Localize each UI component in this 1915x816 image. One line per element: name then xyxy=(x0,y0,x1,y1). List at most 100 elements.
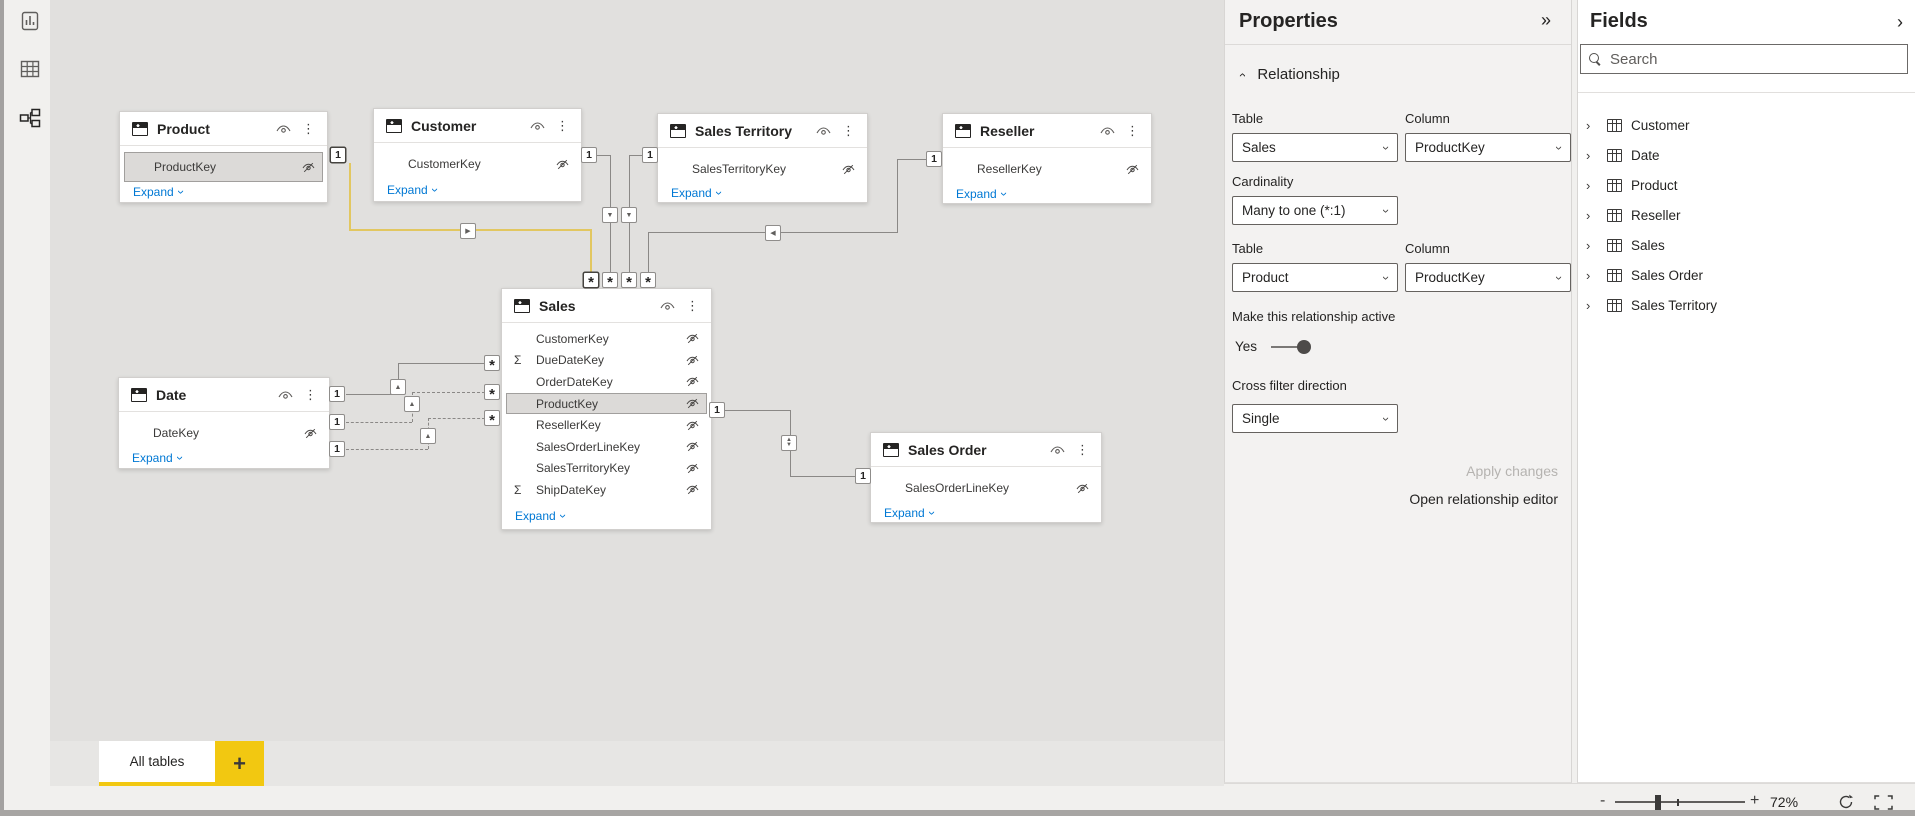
visibility-eye-icon[interactable] xyxy=(276,124,291,134)
filter-direction-both-icon[interactable]: ▲ ▼ xyxy=(781,435,797,451)
relationship-line-reseller-sales[interactable] xyxy=(897,159,898,233)
hidden-eye-icon[interactable] xyxy=(686,398,699,409)
expand-link[interactable]: Expand › xyxy=(374,179,581,201)
more-options-icon[interactable]: ⋮ xyxy=(556,117,569,133)
more-options-icon[interactable]: ⋮ xyxy=(1126,122,1139,138)
filter-direction-left-icon[interactable]: ◀ xyxy=(765,225,781,241)
cardinality-many-label[interactable]: * xyxy=(484,355,500,373)
cardinality-many-label[interactable]: * xyxy=(602,272,618,290)
hidden-eye-icon[interactable] xyxy=(686,420,699,431)
add-layout-button[interactable]: + xyxy=(215,741,264,786)
cardinality-one-label[interactable]: 1 xyxy=(581,147,597,163)
relationship-line-sales-salesorder[interactable] xyxy=(790,476,855,477)
to-column-select[interactable]: ProductKey › xyxy=(1405,263,1571,292)
expand-link[interactable]: Expand › xyxy=(120,182,327,202)
more-options-icon[interactable]: ⋮ xyxy=(842,122,855,138)
hidden-eye-icon[interactable] xyxy=(302,162,315,173)
tab-all-tables[interactable]: All tables xyxy=(99,741,215,786)
field-row-salesterritorykey[interactable]: SalesTerritoryKey xyxy=(502,458,711,480)
filter-direction-up-icon[interactable]: ▲ xyxy=(420,428,436,444)
relationship-line-reseller-sales[interactable] xyxy=(897,159,926,160)
field-row-resellerkey[interactable]: ResellerKey xyxy=(502,414,711,436)
zoom-in-button[interactable]: + xyxy=(1750,792,1760,809)
table-card-header[interactable]: Date ⋮ xyxy=(119,378,329,412)
relationship-line-date-sales-active[interactable] xyxy=(398,363,485,364)
field-row-orderdatekey[interactable]: OrderDateKey xyxy=(502,371,711,393)
collapse-fields-icon[interactable]: › xyxy=(1897,12,1903,32)
table-card-header[interactable]: Product ⋮ xyxy=(120,112,327,146)
cardinality-many-label[interactable]: * xyxy=(583,272,599,290)
relationship-line-reseller-sales[interactable] xyxy=(648,232,649,273)
relationship-line-territory-sales[interactable] xyxy=(629,155,642,156)
expand-link[interactable]: Expand › xyxy=(943,184,1151,203)
zoom-slider-thumb[interactable] xyxy=(1655,794,1661,810)
relationship-line-product-sales[interactable] xyxy=(590,229,592,273)
fields-item-customer[interactable]: › Customer xyxy=(1578,110,1915,140)
cardinality-many-label[interactable]: * xyxy=(640,272,656,290)
filter-direction-up-icon[interactable]: ▲ xyxy=(390,379,406,395)
table-card-header[interactable]: Sales ⋮ xyxy=(502,289,711,323)
field-row-customerkey[interactable]: CustomerKey xyxy=(502,328,711,350)
field-row-datekey[interactable]: DateKey xyxy=(119,418,329,448)
cardinality-one-label[interactable]: 1 xyxy=(926,151,942,167)
visibility-eye-icon[interactable] xyxy=(1100,126,1115,136)
hidden-eye-icon[interactable] xyxy=(686,355,699,366)
collapse-panel-icon[interactable]: » xyxy=(1540,10,1551,30)
relationship-line-date-sales-inactive[interactable] xyxy=(412,392,485,393)
cardinality-one-label[interactable]: 1 xyxy=(329,414,345,430)
to-table-select[interactable]: Product › xyxy=(1232,263,1398,292)
relationship-line-date-sales-inactive[interactable] xyxy=(428,418,485,419)
more-options-icon[interactable]: ⋮ xyxy=(302,120,315,136)
more-options-icon[interactable]: ⋮ xyxy=(304,386,317,402)
visibility-eye-icon[interactable] xyxy=(1050,445,1065,455)
more-options-icon[interactable]: ⋮ xyxy=(1076,441,1089,457)
hidden-eye-icon[interactable] xyxy=(686,333,699,344)
table-card-sales[interactable]: Sales ⋮ CustomerKey Σ DueDateKey OrderDa… xyxy=(501,288,712,530)
expand-link[interactable]: Expand › xyxy=(658,184,867,202)
hidden-eye-icon[interactable] xyxy=(1076,483,1089,494)
open-relationship-editor-link[interactable]: Open relationship editor xyxy=(1409,491,1558,507)
fit-to-screen-icon[interactable] xyxy=(1874,795,1893,815)
field-row-salesorderlinekey[interactable]: SalesOrderLineKey xyxy=(871,473,1101,503)
hidden-eye-icon[interactable] xyxy=(686,441,699,452)
relationship-line-customer-sales[interactable] xyxy=(597,155,611,156)
expand-link[interactable]: Expand › xyxy=(871,503,1101,522)
relationship-line-date-sales-active[interactable] xyxy=(398,363,399,394)
from-table-select[interactable]: Sales › xyxy=(1232,133,1398,162)
field-row-productkey[interactable]: ProductKey xyxy=(124,152,323,182)
table-card-sales-order[interactable]: Sales Order ⋮ SalesOrderLineKey Expand › xyxy=(870,432,1102,523)
zoom-slider[interactable] xyxy=(1615,794,1745,810)
hidden-eye-icon[interactable] xyxy=(304,428,317,439)
hidden-eye-icon[interactable] xyxy=(1126,164,1139,175)
visibility-eye-icon[interactable] xyxy=(530,121,545,131)
expand-link[interactable]: Expand › xyxy=(502,503,711,529)
field-row-shipdatekey[interactable]: Σ ShipDateKey xyxy=(502,479,711,501)
fields-item-date[interactable]: › Date xyxy=(1578,140,1915,170)
fields-item-product[interactable]: › Product xyxy=(1578,170,1915,200)
toggle-knob[interactable] xyxy=(1297,339,1312,354)
field-row-customerkey[interactable]: CustomerKey xyxy=(374,149,581,179)
table-card-date[interactable]: Date ⋮ DateKey Expand › xyxy=(118,377,330,469)
field-row-productkey[interactable]: ProductKey xyxy=(506,392,707,415)
visibility-eye-icon[interactable] xyxy=(660,301,675,311)
table-card-header[interactable]: Customer ⋮ xyxy=(374,109,581,143)
hidden-eye-icon[interactable] xyxy=(686,463,699,474)
cross-filter-select[interactable]: Single › xyxy=(1232,404,1398,433)
cardinality-one-label[interactable]: 1 xyxy=(330,147,346,163)
table-card-header[interactable]: Reseller ⋮ xyxy=(943,114,1151,148)
filter-direction-down-icon[interactable]: ▼ xyxy=(602,207,618,223)
fields-item-sales[interactable]: › Sales xyxy=(1578,230,1915,260)
relationship-line-date-sales-active[interactable] xyxy=(346,394,398,395)
field-row-salesterritorykey[interactable]: SalesTerritoryKey xyxy=(658,154,867,184)
fields-item-reseller[interactable]: › Reseller xyxy=(1578,200,1915,230)
relationship-section-header[interactable]: › Relationship xyxy=(1234,66,1571,83)
table-card-header[interactable]: Sales Territory ⋮ xyxy=(658,114,867,148)
cardinality-one-label[interactable]: 1 xyxy=(642,147,658,163)
more-options-icon[interactable]: ⋮ xyxy=(686,297,699,313)
data-view-icon[interactable] xyxy=(17,56,43,82)
reset-zoom-icon[interactable] xyxy=(1837,793,1855,816)
filter-direction-up-icon[interactable]: ▲ xyxy=(404,396,420,412)
from-column-select[interactable]: ProductKey › xyxy=(1405,133,1571,162)
fields-item-sales-territory[interactable]: › Sales Territory xyxy=(1578,290,1915,320)
search-box[interactable] xyxy=(1580,44,1908,74)
